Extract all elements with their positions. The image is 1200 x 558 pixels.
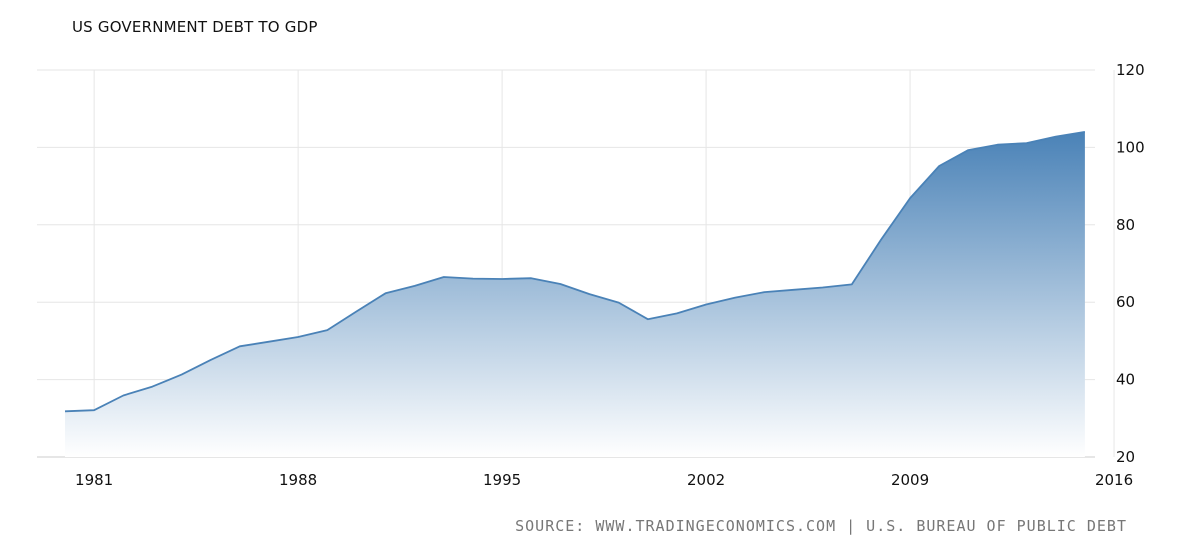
- data-point: [617, 301, 621, 305]
- data-point: [121, 394, 125, 398]
- data-point: [1083, 130, 1087, 134]
- data-point: [792, 288, 796, 292]
- data-point: [588, 292, 592, 296]
- data-point: [63, 409, 67, 413]
- data-point: [325, 328, 329, 332]
- data-point: [937, 164, 941, 168]
- data-point: [267, 340, 271, 344]
- y-tick-label: 20: [1116, 448, 1135, 466]
- x-tick-label: 1988: [279, 471, 317, 489]
- data-point: [1025, 141, 1029, 145]
- data-point: [471, 277, 475, 281]
- x-tick-label: 2016: [1095, 471, 1133, 489]
- data-point: [646, 317, 650, 321]
- data-point: [500, 277, 504, 281]
- data-point: [442, 275, 446, 279]
- area-series: [63, 130, 1087, 457]
- area-fill: [65, 131, 1085, 457]
- data-point: [908, 196, 912, 200]
- y-tick-label: 120: [1116, 61, 1145, 79]
- y-tick-label: 40: [1116, 371, 1135, 389]
- data-point: [850, 282, 854, 286]
- source-note: SOURCE: WWW.TRADINGECONOMICS.COM | U.S. …: [515, 517, 1127, 535]
- data-point: [384, 291, 388, 295]
- x-tick-label: 2009: [891, 471, 929, 489]
- data-point: [296, 335, 300, 339]
- data-point: [762, 290, 766, 294]
- y-tick-label: 100: [1116, 138, 1145, 156]
- y-tick-label: 60: [1116, 293, 1135, 311]
- data-point: [238, 344, 242, 348]
- data-point: [966, 148, 970, 152]
- data-point: [675, 311, 679, 315]
- data-point: [354, 310, 358, 314]
- data-point: [558, 282, 562, 286]
- data-point: [180, 373, 184, 377]
- data-point: [733, 296, 737, 300]
- data-point: [413, 284, 417, 288]
- series-line: [64, 131, 1086, 413]
- x-tick-label: 2002: [687, 471, 725, 489]
- x-tick-label: 1995: [483, 471, 521, 489]
- data-point: [209, 358, 213, 362]
- chart-title: US GOVERNMENT DEBT TO GDP: [72, 18, 318, 36]
- x-axis-ticks: 1981 1988 1995 2002 2009 2016: [75, 471, 1133, 489]
- x-tick-label: 1981: [75, 471, 113, 489]
- data-point: [996, 143, 1000, 147]
- data-point: [150, 385, 154, 389]
- data-point: [704, 303, 708, 307]
- data-point: [529, 276, 533, 280]
- y-axis-ticks: 20 40 60 80 100 120: [1116, 61, 1145, 466]
- data-point: [92, 408, 96, 412]
- y-tick-label: 80: [1116, 216, 1135, 234]
- data-point: [1054, 135, 1058, 139]
- data-point: [879, 238, 883, 242]
- data-point: [821, 286, 825, 290]
